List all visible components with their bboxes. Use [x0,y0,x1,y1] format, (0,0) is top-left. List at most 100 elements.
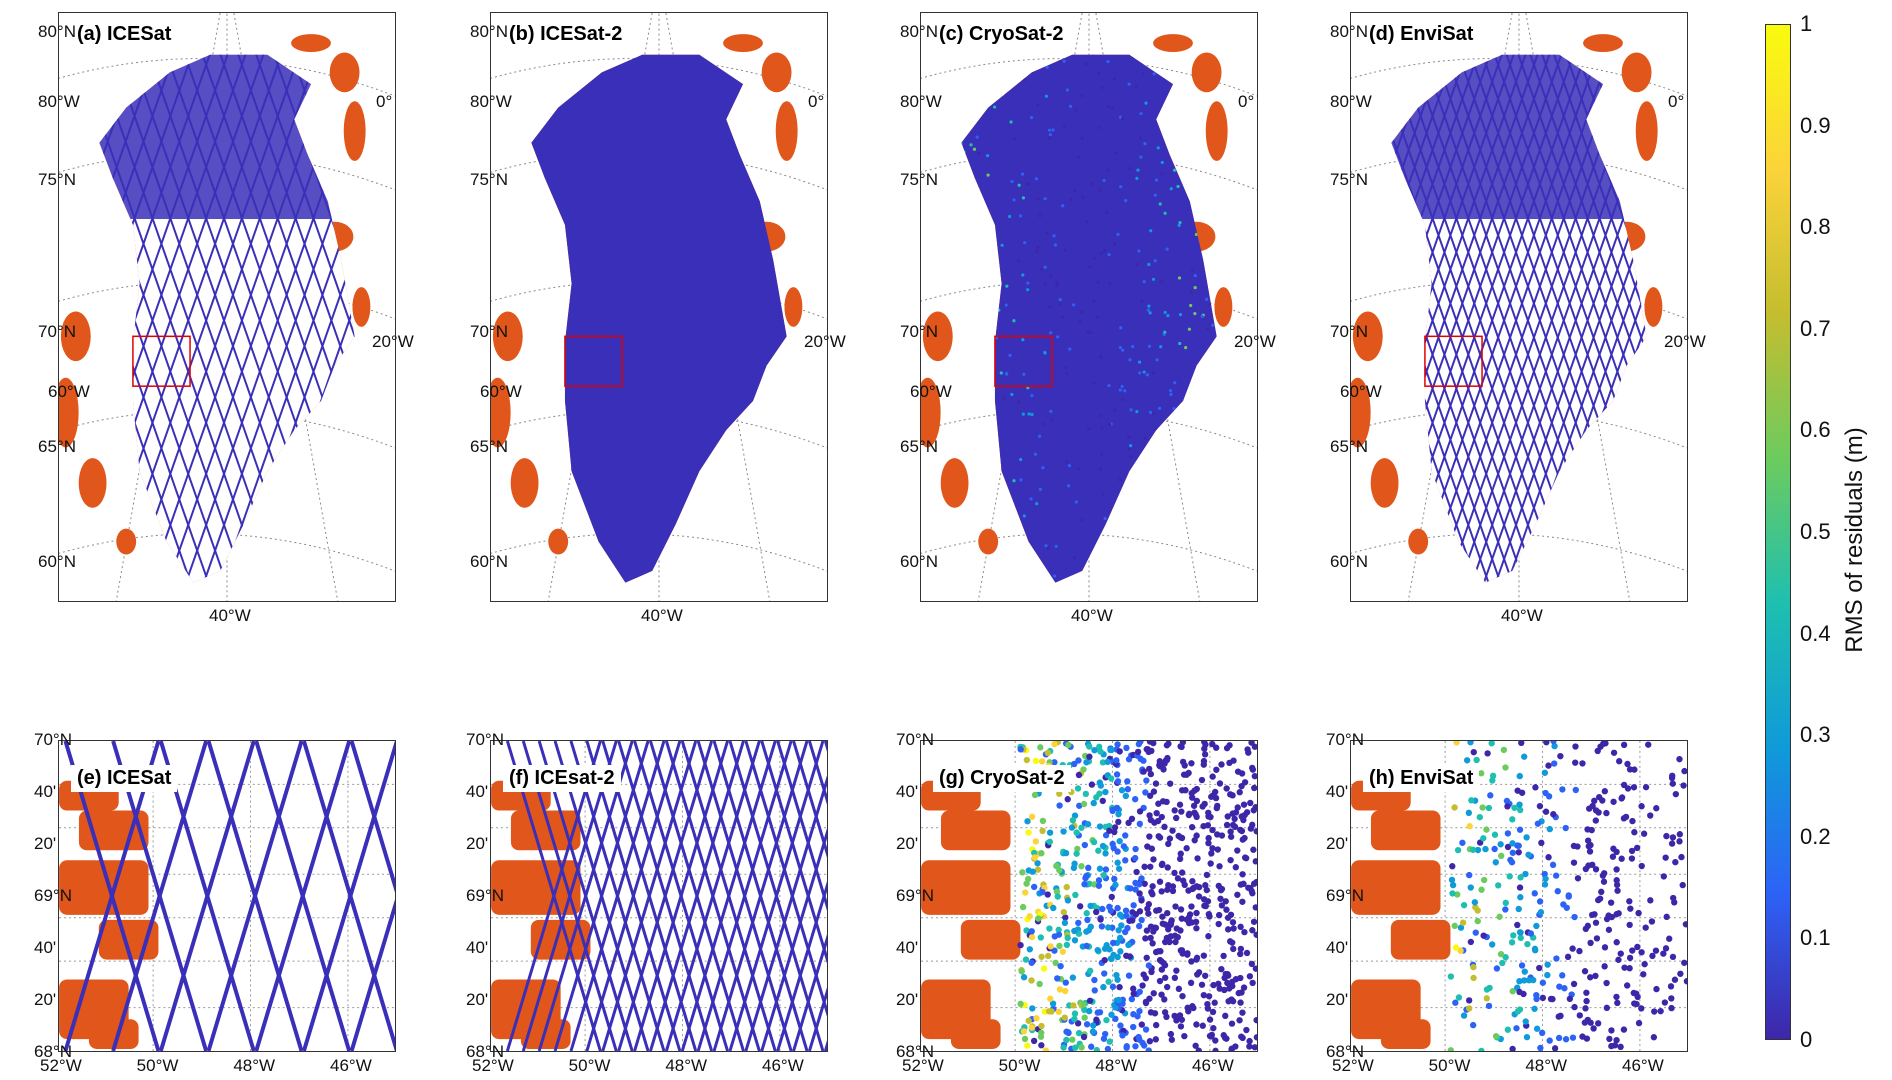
lon-tick: 20°W [804,332,846,351]
land-patches [491,34,803,555]
colorbar-tick: 0.3 [1800,722,1831,748]
panel-label-a: (a) ICESat [71,21,178,48]
lon-tick: 60°W [910,382,952,401]
ice-sheet-data [1391,54,1647,583]
lon-tick: 52°W [1332,1056,1374,1075]
study-area-box [1424,335,1483,387]
panel-label-h: (h) EnviSat [1363,765,1480,792]
panel-label-g: (g) CryoSat-2 [933,765,1071,792]
lat-tick: 40' [466,782,489,801]
lat-tick: 75°N [38,170,76,189]
lon-tick: 80°W [38,92,80,111]
map-panel-a: (a) ICESat [58,12,396,602]
lon-tick: 48°W [665,1056,708,1075]
map-c-svg [921,13,1257,601]
lon-tick: 46°W [1192,1056,1234,1075]
lon-tick: 80°W [900,92,942,111]
lat-tick: 20' [896,834,919,853]
altimetry-points [1447,741,1687,1051]
study-area-box [132,335,191,387]
altimetry-points [505,741,827,1051]
ice-sheet-data [99,54,355,583]
colorbar-tick: 0.7 [1800,315,1831,341]
lat-tick: 20' [896,990,919,1009]
lat-tick: 69°N [34,886,72,905]
lat-tick: 70°N [34,730,72,749]
lon-tick: 40°W [641,606,683,625]
lon-tick: 60°W [48,382,90,401]
lat-tick: 40' [896,782,919,801]
lat-tick: 20' [1326,834,1349,853]
lat-tick: 20' [34,834,57,853]
lat-tick: 80°N [1330,22,1368,41]
panel-label-f: (f) ICEsat-2 [503,765,621,792]
map-panel-b: (b) ICESat-2 [490,12,828,602]
colorbar-tick: 0.9 [1800,112,1831,138]
ice-sheet-data [961,54,1217,583]
lat-tick: 65°N [1330,437,1368,456]
zoom-panel-h: (h) EnviSat [1350,740,1688,1052]
panel-label-d: (d) EnviSat [1363,21,1480,48]
lon-tick: 52°W [40,1056,82,1075]
map-panel-c: (c) CryoSat-2 [920,12,1258,602]
zoom-panel-f: (f) ICEsat-2 [490,740,828,1052]
lat-tick: 69°N [466,886,504,905]
lon-tick: 46°W [1622,1056,1664,1075]
lon-tick: 40°W [1071,606,1113,625]
lon-tick: 50°W [1428,1056,1471,1075]
map-d-svg [1351,13,1687,601]
lat-tick: 40' [1326,782,1349,801]
lat-tick: 70°N [896,730,934,749]
colorbar-tick: 0.2 [1800,823,1831,849]
colorbar-tick: 1 [1800,11,1813,36]
map-b-svg [491,13,827,601]
lon-tick: 52°W [472,1056,514,1075]
lat-tick: 70°N [900,322,938,341]
lon-tick: 0° [1238,92,1255,111]
colorbar-label: RMS of residuals (m) [1841,427,1868,653]
lon-tick: 50°W [568,1056,611,1075]
lat-tick: 65°N [470,437,508,456]
lat-tick: 80°N [38,22,76,41]
lat-tick: 80°N [470,22,508,41]
lat-tick: 65°N [38,437,76,456]
lat-tick: 70°N [1330,322,1368,341]
lon-tick: 60°W [480,382,522,401]
lat-tick: 60°N [470,552,508,571]
lat-tick: 70°N [470,322,508,341]
lon-tick: 80°W [470,92,512,111]
lon-tick: 0° [376,92,393,111]
lat-tick: 68°N [1326,1042,1364,1061]
lon-tick: 40°W [209,606,251,625]
lon-tick: 46°W [330,1056,372,1075]
colorbar-tick: 0.6 [1800,417,1831,443]
colorbar-tick: 0.4 [1800,620,1831,646]
lat-tick: 70°N [1326,730,1364,749]
lat-tick: 68°N [466,1042,504,1061]
lat-tick: 40' [896,938,919,957]
ice-sheet-data [531,54,787,583]
colorbar-tick: 0.1 [1800,925,1831,951]
lat-tick: 40' [1326,938,1349,957]
lon-tick: 0° [1668,92,1685,111]
panel-label-e: (e) ICESat [71,765,178,792]
lon-tick: 48°W [233,1056,276,1075]
altimetry-points [1017,741,1257,1051]
lon-tick: 0° [808,92,825,111]
lon-tick: 40°W [1501,606,1543,625]
lat-tick: 20' [466,834,489,853]
coast-land [59,780,159,1050]
lat-tick: 40' [34,938,57,957]
panel-label-b: (b) ICESat-2 [503,21,629,48]
lat-tick: 69°N [1326,886,1364,905]
lat-tick: 65°N [900,437,938,456]
zoom-panel-g: (g) CryoSat-2 [920,740,1258,1052]
study-area-box [564,335,623,387]
lon-tick: 50°W [136,1056,179,1075]
lon-tick: 48°W [1095,1056,1138,1075]
lat-tick: 20' [466,990,489,1009]
lat-tick: 68°N [34,1042,72,1061]
lon-tick: 20°W [1664,332,1706,351]
lat-tick: 68°N [896,1042,934,1061]
lat-tick: 75°N [900,170,938,189]
